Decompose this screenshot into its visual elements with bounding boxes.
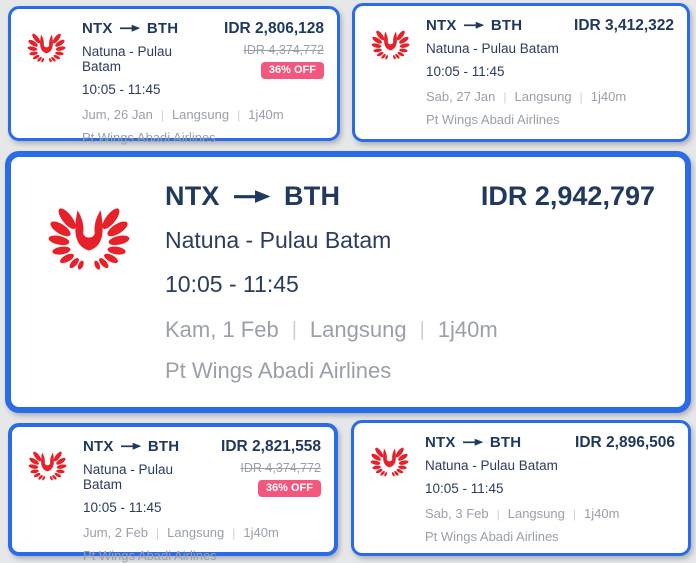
flight-stops: Langsung bbox=[514, 89, 572, 104]
wings-air-logo-icon bbox=[24, 22, 69, 74]
discount-badge: 36% OFF bbox=[257, 480, 321, 497]
price: IDR 2,821,558 bbox=[221, 438, 321, 455]
route-codes: NTX BTH bbox=[83, 438, 211, 455]
wings-air-logo-icon bbox=[367, 436, 412, 488]
flight-date: Jum, 26 Jan bbox=[82, 107, 153, 122]
route-arrow-icon bbox=[120, 442, 141, 451]
airline-name: Pt Wings Abadi Airlines bbox=[82, 130, 216, 145]
separator: | bbox=[496, 506, 500, 521]
flight-card-1feb-featured[interactable]: NTX BTH Natuna - Pulau Batam 10:05 - 11:… bbox=[5, 151, 691, 413]
flight-duration: 1j40m bbox=[437, 317, 498, 342]
price: IDR 2,942,797 bbox=[480, 181, 655, 211]
separator: | bbox=[237, 107, 241, 122]
flight-meta: Sab, 27 Jan | Langsung | 1j40m bbox=[426, 89, 674, 104]
route-arrow-icon bbox=[119, 24, 140, 33]
flight-stops: Langsung bbox=[171, 107, 230, 122]
separator: | bbox=[419, 318, 425, 341]
route-arrow-icon bbox=[463, 21, 484, 30]
price: IDR 2,806,128 bbox=[224, 20, 324, 37]
wings-air-logo-icon bbox=[41, 185, 137, 293]
flight-meta: Jum, 2 Feb | Langsung | 1j40m bbox=[83, 525, 321, 540]
separator: | bbox=[572, 506, 576, 521]
origin-code: NTX bbox=[165, 181, 220, 211]
route-name: Natuna - Pulau Batam bbox=[83, 462, 174, 492]
discount-badge: 36% OFF bbox=[260, 62, 324, 79]
flight-card-2feb[interactable]: NTX BTH Natuna - Pulau Batam 10:05 - 11:… bbox=[8, 423, 338, 563]
separator: | bbox=[232, 525, 236, 540]
origin-code: NTX bbox=[82, 20, 113, 37]
flight-meta: Kam, 1 Feb | Langsung | 1j40m bbox=[165, 317, 655, 343]
separator: | bbox=[160, 107, 164, 122]
destination-code: BTH bbox=[146, 20, 179, 37]
wings-air-logo-icon bbox=[25, 440, 70, 492]
airline-name: Pt Wings Abadi Airlines bbox=[426, 112, 560, 127]
route-name: Natuna - Pulau Batam bbox=[426, 41, 559, 56]
route-name: Natuna - Pulau Batam bbox=[82, 44, 173, 74]
flight-duration: 1j40m bbox=[248, 107, 284, 122]
route-codes: NTX BTH bbox=[165, 181, 391, 212]
flight-stops: Langsung bbox=[309, 317, 407, 342]
airline-name: Pt Wings Abadi Airlines bbox=[165, 358, 392, 383]
origin-code: NTX bbox=[425, 434, 456, 451]
flight-card-26jan[interactable]: NTX BTH Natuna - Pulau Batam 10:05 - 11:… bbox=[8, 6, 340, 145]
flight-date: Sab, 27 Jan bbox=[426, 89, 496, 104]
flight-meta: Sab, 3 Feb | Langsung | 1j40m bbox=[425, 506, 675, 521]
route-codes: NTX BTH bbox=[425, 434, 558, 451]
route-name: Natuna - Pulau Batam bbox=[425, 458, 558, 473]
route-codes: NTX BTH bbox=[82, 20, 214, 37]
origin-code: NTX bbox=[83, 438, 114, 455]
airline-name: Pt Wings Abadi Airlines bbox=[425, 529, 559, 544]
destination-code: BTH bbox=[284, 181, 341, 211]
separator: | bbox=[291, 318, 297, 341]
separator: | bbox=[503, 89, 507, 104]
flight-duration: 1j40m bbox=[243, 525, 279, 540]
flight-duration: 1j40m bbox=[590, 89, 627, 104]
destination-code: BTH bbox=[147, 438, 180, 455]
original-price: IDR 4,374,772 bbox=[243, 43, 324, 57]
flight-date: Sab, 3 Feb bbox=[425, 506, 489, 521]
route-name: Natuna - Pulau Batam bbox=[165, 227, 392, 253]
flight-card-27jan[interactable]: NTX BTH Natuna - Pulau Batam 10:05 - 11:… bbox=[352, 3, 690, 142]
separator: | bbox=[156, 525, 160, 540]
route-codes: NTX BTH bbox=[426, 17, 559, 34]
route-arrow-icon bbox=[233, 189, 271, 204]
flight-date: Jum, 2 Feb bbox=[83, 525, 149, 540]
flight-card-3feb[interactable]: NTX BTH Natuna - Pulau Batam 10:05 - 11:… bbox=[351, 420, 691, 556]
origin-code: NTX bbox=[426, 17, 457, 34]
separator: | bbox=[579, 89, 583, 104]
flight-meta: Jum, 26 Jan | Langsung | 1j40m bbox=[82, 107, 324, 122]
flight-stops: Langsung bbox=[507, 506, 565, 521]
price: IDR 2,896,506 bbox=[575, 434, 675, 451]
original-price: IDR 4,374,772 bbox=[240, 461, 321, 475]
flight-time: 10:05 - 11:45 bbox=[426, 64, 505, 79]
destination-code: BTH bbox=[490, 17, 523, 34]
destination-code: BTH bbox=[489, 434, 522, 451]
price: IDR 3,412,322 bbox=[574, 17, 674, 34]
flight-stops: Langsung bbox=[167, 525, 225, 540]
wings-air-logo-icon bbox=[368, 19, 413, 71]
flight-time: 10:05 - 11:45 bbox=[82, 82, 161, 97]
flight-time: 10:05 - 11:45 bbox=[83, 500, 162, 515]
route-arrow-icon bbox=[462, 438, 483, 447]
flight-date: Kam, 1 Feb bbox=[165, 317, 279, 342]
flight-time: 10:05 - 11:45 bbox=[165, 271, 299, 297]
flight-time: 10:05 - 11:45 bbox=[425, 481, 504, 496]
flight-duration: 1j40m bbox=[583, 506, 620, 521]
